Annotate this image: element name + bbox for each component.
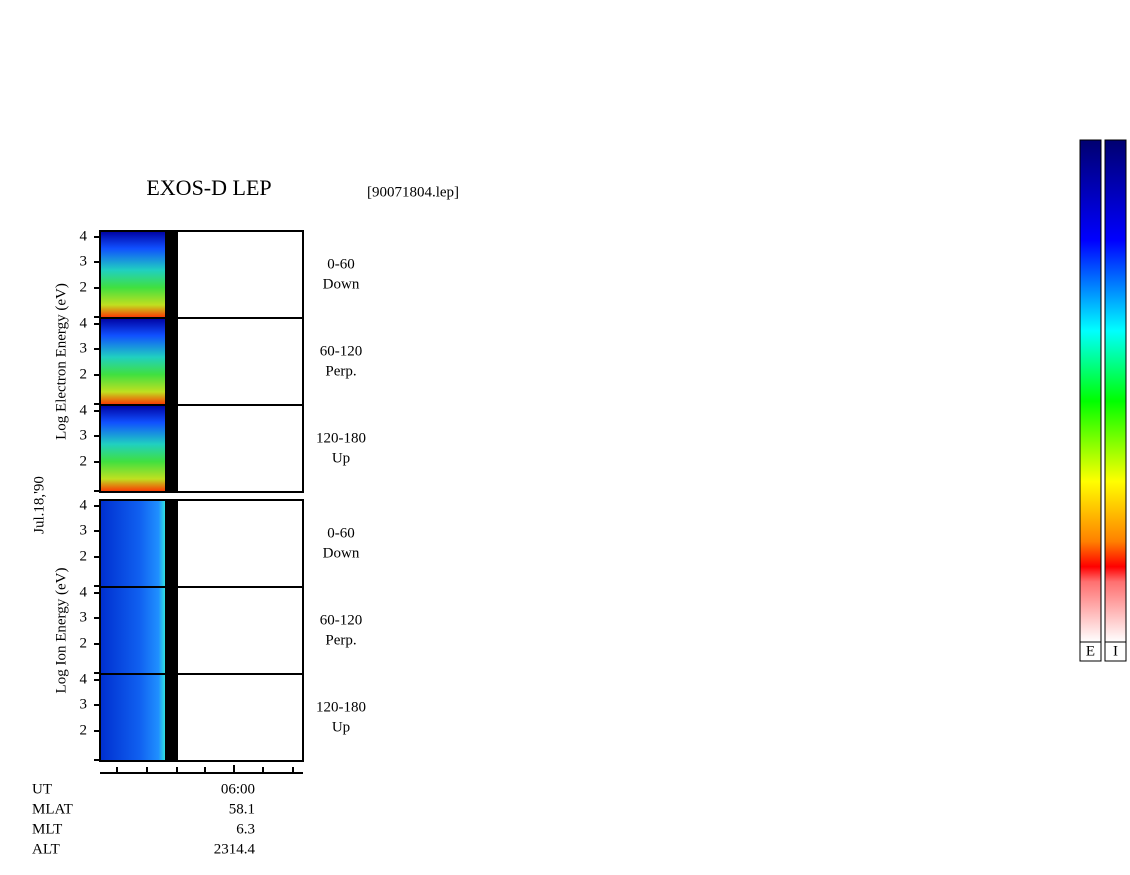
y-tick-label: 4 bbox=[80, 584, 88, 600]
panel-frame bbox=[99, 404, 304, 493]
y-tick-label: 3 bbox=[80, 696, 88, 712]
panel-label: 60-120 bbox=[320, 612, 363, 628]
y-tick-label: 4 bbox=[80, 497, 88, 513]
colorbar bbox=[1104, 139, 1127, 643]
colorbar-label-box bbox=[1079, 641, 1102, 662]
panel-label: Perp. bbox=[325, 363, 356, 379]
panel-label: 120-180 bbox=[316, 430, 366, 446]
y-axis-label: Log Ion Energy (eV) bbox=[53, 568, 69, 694]
panel-label: 60-120 bbox=[320, 343, 363, 359]
spectrogram bbox=[101, 318, 165, 405]
footer-value: 6.3 bbox=[236, 821, 255, 837]
y-tick-label: 2 bbox=[80, 366, 88, 382]
y-tick-label: 2 bbox=[80, 548, 88, 564]
y-tick-label: 3 bbox=[80, 340, 88, 356]
panel-label: 0-60 bbox=[327, 525, 355, 541]
panel-label: Up bbox=[332, 450, 350, 466]
colorbar-label-box bbox=[1104, 641, 1127, 662]
footer-name: ALT bbox=[32, 841, 60, 857]
colorbar-label: E bbox=[1086, 643, 1095, 659]
panel-label: Up bbox=[332, 719, 350, 735]
footer-value: 2314.4 bbox=[214, 841, 256, 857]
panel-label: Down bbox=[323, 276, 360, 292]
footer-value: 58.1 bbox=[229, 801, 255, 817]
title: EXOS-D LEP bbox=[146, 175, 271, 200]
footer-value: 06:00 bbox=[221, 781, 255, 797]
footer-name: MLAT bbox=[32, 801, 73, 817]
data-gap bbox=[165, 500, 178, 587]
file-name: [90071804.lep] bbox=[367, 184, 459, 200]
spectrogram bbox=[101, 674, 165, 761]
panel-label: 120-180 bbox=[316, 699, 366, 715]
spectrogram bbox=[101, 587, 165, 674]
panel-label: Perp. bbox=[325, 632, 356, 648]
y-tick-label: 2 bbox=[80, 722, 88, 738]
data-gap bbox=[165, 587, 178, 674]
data-gap bbox=[165, 674, 178, 761]
y-tick-label: 4 bbox=[80, 402, 88, 418]
colorbar bbox=[1079, 139, 1102, 643]
colorbar-label: I bbox=[1113, 643, 1118, 659]
y-tick-label: 4 bbox=[80, 315, 88, 331]
panel-frame bbox=[99, 673, 304, 762]
y-tick-label: 2 bbox=[80, 635, 88, 651]
data-gap bbox=[165, 231, 178, 318]
date: Jul.18,'90 bbox=[31, 476, 47, 534]
spectrogram bbox=[101, 500, 165, 587]
panel-label: 0-60 bbox=[327, 256, 355, 272]
y-tick-label: 3 bbox=[80, 253, 88, 269]
footer-name: UT bbox=[32, 781, 52, 797]
y-tick-label: 4 bbox=[80, 671, 88, 687]
footer-name: MLT bbox=[32, 821, 62, 837]
y-tick-label: 3 bbox=[80, 427, 88, 443]
data-gap bbox=[165, 318, 178, 405]
x-axis bbox=[100, 765, 303, 774]
data-gap bbox=[165, 405, 178, 492]
y-tick-label: 4 bbox=[80, 228, 88, 244]
y-tick-label: 2 bbox=[80, 453, 88, 469]
y-axis-label: Log Electron Energy (eV) bbox=[53, 283, 69, 440]
spectrogram bbox=[101, 405, 165, 492]
spectrogram bbox=[101, 231, 165, 318]
y-tick-label: 2 bbox=[80, 279, 88, 295]
y-tick-label: 3 bbox=[80, 609, 88, 625]
panel-label: Down bbox=[323, 545, 360, 561]
y-tick-label: 3 bbox=[80, 522, 88, 538]
